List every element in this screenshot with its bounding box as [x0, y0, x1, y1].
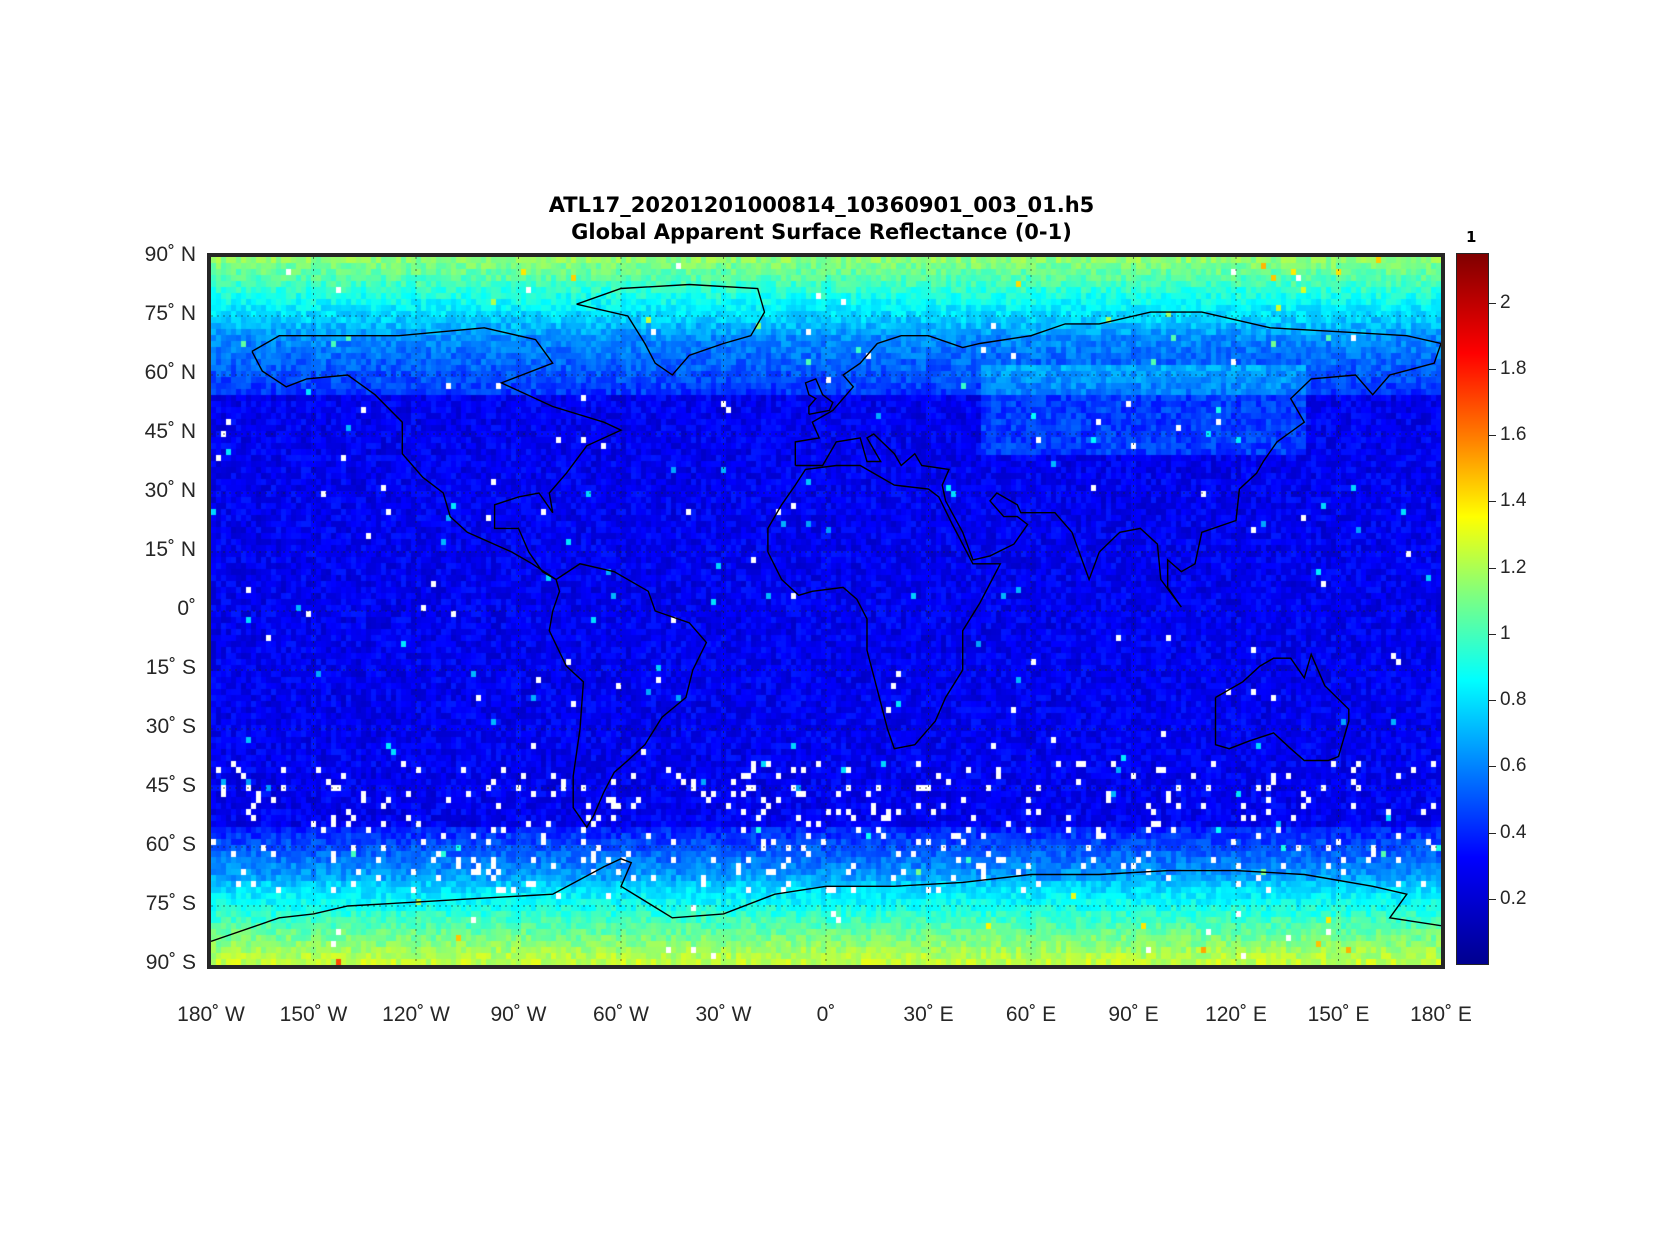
- colorbar-tick: [1488, 832, 1496, 834]
- lat-label: 30˚ S: [145, 715, 196, 738]
- lon-label: 120˚ E: [1205, 1003, 1267, 1026]
- colorbar-tick-label: 0.4: [1500, 821, 1527, 843]
- lat-label: 15˚ N: [144, 538, 196, 561]
- coastline-eurasia: [794, 311, 1441, 608]
- lon-label: 180˚ W: [177, 1003, 245, 1026]
- colorbar-tick-label: 1.6: [1500, 424, 1527, 446]
- colorbar: [1456, 253, 1489, 965]
- lon-label: 180˚ E: [1410, 1003, 1472, 1026]
- coastline-north-america: [251, 327, 623, 581]
- lon-label: 90˚ W: [490, 1003, 547, 1026]
- lat-label: 60˚ N: [144, 361, 196, 384]
- lat-label: 15˚ S: [145, 656, 196, 679]
- lon-label: 30˚ W: [695, 1003, 752, 1026]
- lon-label: 30˚ E: [903, 1003, 954, 1026]
- lon-label: 150˚ W: [279, 1003, 348, 1026]
- lon-label: 0˚: [816, 1003, 836, 1026]
- colorbar-tick-label: 0.8: [1500, 689, 1527, 711]
- lat-label: 45˚ S: [145, 774, 196, 797]
- lat-label: 75˚ S: [145, 892, 196, 915]
- coastline-greenland: [576, 283, 766, 376]
- colorbar-tick: [1488, 567, 1496, 569]
- lat-label: 75˚ N: [144, 302, 196, 325]
- colorbar-tick: [1488, 501, 1496, 503]
- colorbar-tick: [1488, 302, 1496, 304]
- chart-subtitle: Global Apparent Surface Reflectance (0-1…: [571, 220, 1072, 244]
- lat-label: 30˚ N: [144, 479, 196, 502]
- lon-label: 60˚ E: [1005, 1003, 1057, 1026]
- coastline-africa: [767, 464, 1002, 750]
- coastline-australia: [1214, 652, 1350, 762]
- colorbar-tick-label: 0.2: [1500, 887, 1527, 909]
- colorbar-tick: [1488, 766, 1496, 768]
- colorbar-top-label: 1: [1466, 228, 1477, 246]
- colorbar-tick: [1488, 633, 1496, 635]
- colorbar-tick: [1488, 368, 1496, 370]
- colorbar-tick-label: 0.6: [1500, 755, 1527, 777]
- lat-label: 60˚ S: [145, 833, 196, 856]
- coastline-britain: [804, 378, 834, 415]
- colorbar-tick-label: 1.4: [1500, 490, 1527, 512]
- lon-label: 150˚ E: [1307, 1003, 1370, 1026]
- colorbar-tick-label: 2: [1500, 291, 1511, 313]
- colorbar-tick: [1488, 435, 1496, 437]
- lat-label: 90˚ S: [145, 951, 196, 974]
- chart-title: ATL17_20201201000814_10360901_003_01.h5: [548, 193, 1095, 217]
- coastline-antarctica: [211, 858, 1441, 943]
- lon-label: 90˚ E: [1108, 1003, 1159, 1026]
- colorbar-tick-label: 1.8: [1500, 357, 1527, 379]
- colorbar-tick: [1488, 700, 1496, 702]
- reflectance-map: [207, 253, 1445, 969]
- coastline-overlay: [211, 257, 1441, 965]
- lat-label: 90˚ N: [144, 243, 196, 266]
- coastline-south-america: [548, 563, 708, 829]
- lat-label: 0˚: [177, 597, 196, 620]
- lon-label: 60˚ W: [592, 1003, 649, 1026]
- colorbar-tick: [1488, 898, 1496, 900]
- lon-label: 120˚ W: [382, 1003, 450, 1026]
- colorbar-tick-label: 1: [1500, 622, 1511, 644]
- lat-label: 45˚ N: [144, 420, 196, 443]
- colorbar-tick-label: 1.2: [1500, 556, 1527, 578]
